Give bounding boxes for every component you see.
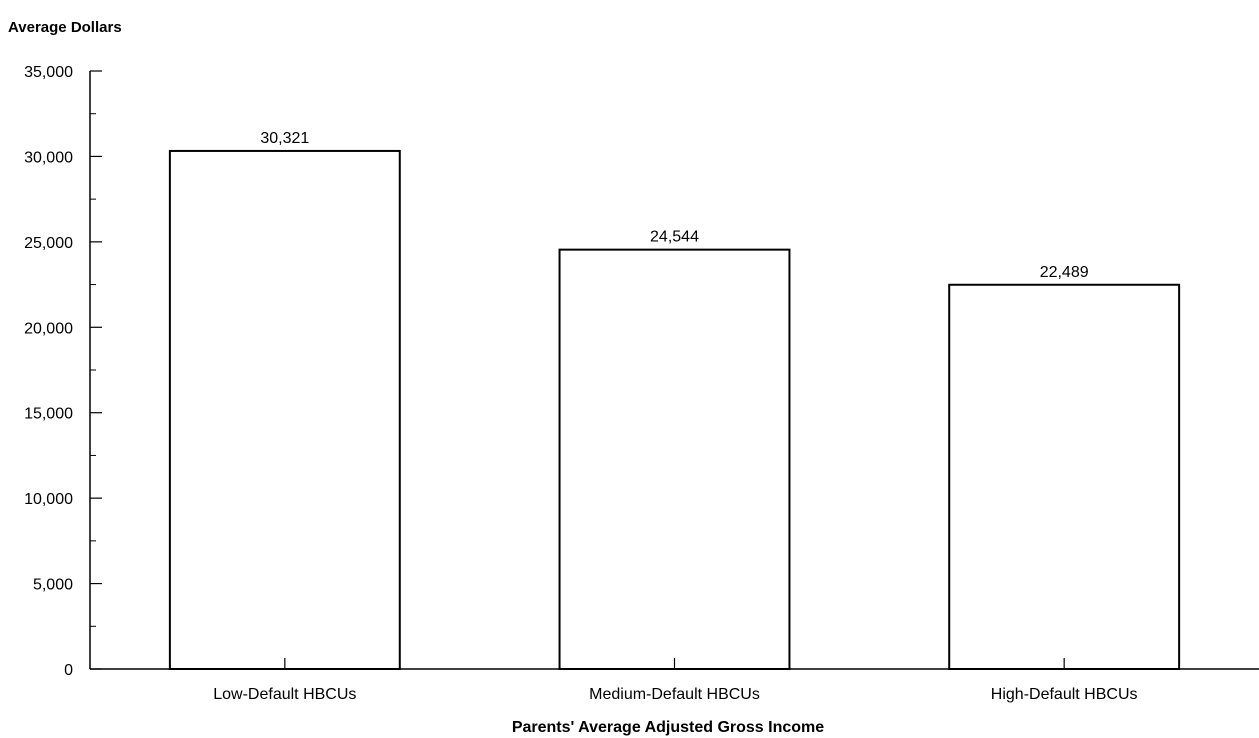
y-tick-label: 15,000 <box>24 406 73 423</box>
bar-value-label: 30,321 <box>260 130 309 147</box>
x-category-label: High-Default HBCUs <box>991 686 1138 703</box>
bar <box>948 283 1181 670</box>
y-tick-label: 20,000 <box>24 320 73 337</box>
x-axis-title: Parents' Average Adjusted Gross Income <box>512 719 824 736</box>
y-tick-label: 30,000 <box>24 149 73 166</box>
y-tick-label: 0 <box>64 662 73 679</box>
y-tick-label: 25,000 <box>24 235 73 252</box>
y-tick-label: 5,000 <box>33 577 73 594</box>
bar <box>558 248 791 670</box>
x-category-label: Medium-Default HBCUs <box>589 686 760 703</box>
y-tick-label: 35,000 <box>24 64 73 81</box>
x-category-label: Low-Default HBCUs <box>213 686 356 703</box>
y-tick-label: 10,000 <box>24 491 73 508</box>
y-axis-title: Average Dollars <box>8 19 122 36</box>
bar-value-label: 22,489 <box>1040 264 1089 281</box>
bar <box>168 149 401 671</box>
plot-area: 0 5,000 10,000 15,000 20,000 25,000 30,000 35,0… <box>24 64 1259 703</box>
bar-value-label: 24,544 <box>650 229 699 246</box>
